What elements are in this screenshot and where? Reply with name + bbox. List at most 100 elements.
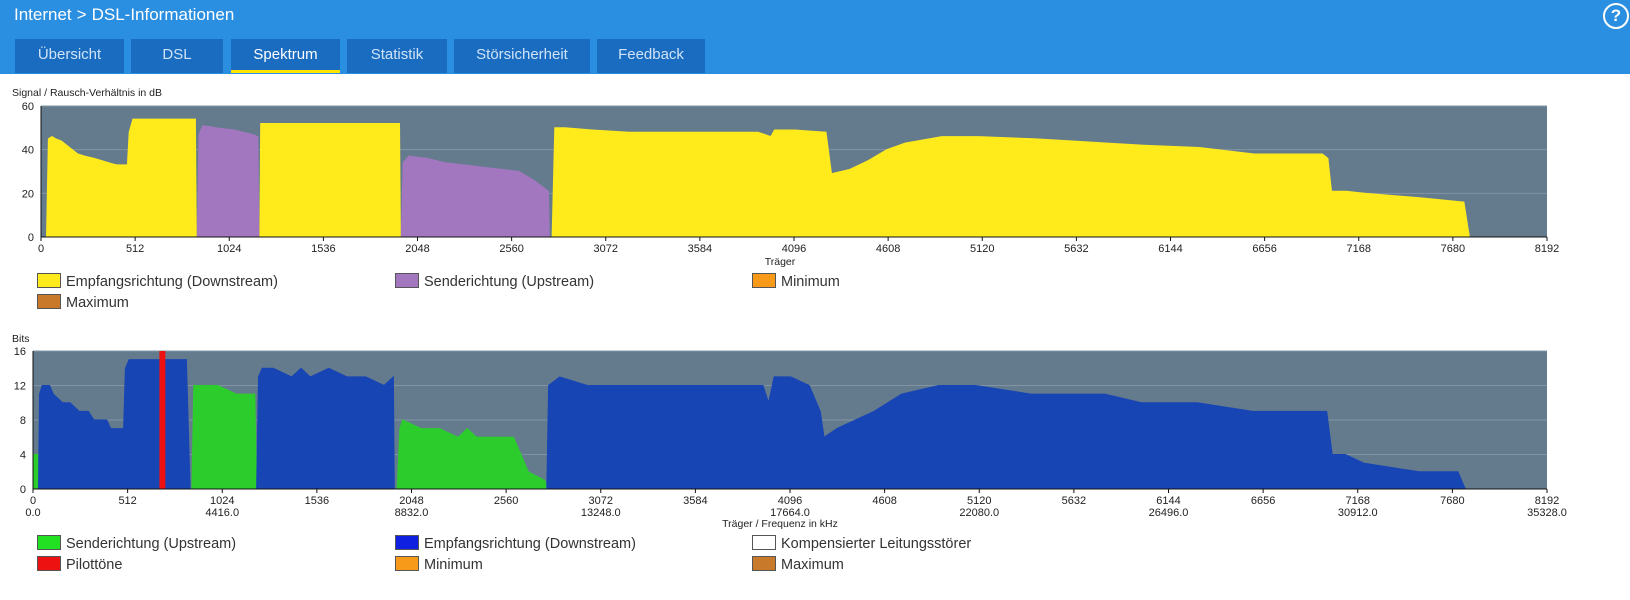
legend2-compensated: Kompensierter Leitungsstörer	[752, 535, 971, 552]
bits-area-downstream	[37, 359, 191, 490]
snr-area-downstream	[551, 127, 1470, 238]
legend2-minimum: Minimum	[395, 556, 483, 573]
bits-ytick-label: 0	[20, 484, 26, 496]
bits-chart-ylabel: Bits	[12, 333, 30, 345]
bits-freq-tick-label: 35328.0	[1527, 507, 1567, 519]
legend1-upstream: Senderichtung (Upstream)	[395, 273, 594, 290]
legend-label: Empfangsrichtung (Downstream)	[66, 274, 278, 290]
bits-area-upstream	[396, 419, 548, 490]
bits-xtick-label: 2560	[494, 495, 518, 507]
legend-label: Pilottöne	[66, 557, 123, 573]
bits-xtick-label: 4608	[872, 495, 896, 507]
snr-xtick-label: 4608	[876, 243, 900, 255]
snr-xtick-label: 7680	[1441, 243, 1465, 255]
bits-chart-xlabel: Träger / Frequenz in kHz	[722, 518, 838, 530]
tab-feedback[interactable]: Feedback	[597, 39, 705, 73]
bits-xtick-label: 6144	[1156, 495, 1180, 507]
bits-area-upstream	[32, 454, 40, 490]
legend2-pilot: Pilottöne	[37, 556, 122, 573]
legend-label: Senderichtung (Upstream)	[66, 536, 237, 552]
bits-freq-tick-label: 0.0	[25, 507, 40, 519]
snr-area-downstream	[45, 118, 401, 238]
snr-ytick-label: 60	[22, 101, 34, 113]
bits-freq-tick-label: 30912.0	[1338, 507, 1378, 519]
bits-xtick-label: 1024	[210, 495, 234, 507]
legend-label: Senderichtung (Upstream)	[424, 274, 595, 290]
snr-area-upstream	[400, 155, 550, 238]
legend-swatch	[37, 294, 61, 309]
bits-xtick-label: 3072	[589, 495, 613, 507]
snr-xtick-label: 512	[126, 243, 144, 255]
snr-ytick-label: 20	[22, 188, 34, 200]
bits-area-upstream	[191, 385, 258, 490]
legend2-upstream: Senderichtung (Upstream)	[37, 535, 236, 552]
legend-label: Maximum	[781, 557, 844, 573]
bits-area-downstream	[546, 376, 1467, 490]
legend-label: Empfangsrichtung (Downstream)	[424, 536, 636, 552]
bits-xtick-label: 3584	[683, 495, 707, 507]
snr-xtick-label: 8192	[1535, 243, 1559, 255]
legend1-maximum: Maximum	[37, 294, 129, 311]
bits-xtick-label: 7168	[1346, 495, 1370, 507]
tab-uebersicht[interactable]: Übersicht	[15, 39, 124, 73]
legend2-maximum: Maximum	[752, 556, 844, 573]
snr-xtick-label: 2560	[499, 243, 523, 255]
legend-swatch	[395, 535, 419, 550]
bits-xtick-label: 4096	[778, 495, 802, 507]
legend-swatch	[37, 535, 61, 550]
snr-xtick-label: 1024	[217, 243, 241, 255]
bits-xtick-label: 512	[118, 495, 136, 507]
snr-xtick-label: 3584	[688, 243, 712, 255]
legend-swatch	[395, 273, 419, 288]
snr-xtick-label: 3072	[594, 243, 618, 255]
bits-area-downstream	[256, 367, 395, 490]
bits-xtick-label: 5632	[1062, 495, 1086, 507]
legend-swatch	[752, 535, 776, 550]
snr-xtick-label: 6656	[1252, 243, 1276, 255]
snr-xtick-label: 0	[38, 243, 44, 255]
tab-statistik[interactable]: Statistik	[347, 39, 447, 73]
legend2-downstream: Empfangsrichtung (Downstream)	[395, 535, 636, 552]
legend-label: Minimum	[781, 274, 840, 290]
tab-stoersicherheit[interactable]: Störsicherheit	[454, 39, 590, 73]
snr-xtick-label: 2048	[405, 243, 429, 255]
bits-ytick-label: 4	[20, 450, 26, 462]
bits-xtick-label: 8192	[1535, 495, 1559, 507]
legend-label: Kompensierter Leitungsstörer	[781, 536, 972, 552]
snr-ytick-label: 0	[28, 232, 34, 244]
breadcrumb-parent[interactable]: Internet	[14, 5, 72, 24]
legend1-minimum: Minimum	[752, 273, 840, 290]
tab-dsl[interactable]: DSL	[131, 39, 223, 73]
snr-chart-xlabel: Träger	[765, 256, 796, 268]
breadcrumb-separator-icon: >	[76, 5, 87, 24]
legend-swatch	[752, 273, 776, 288]
snr-area-upstream	[196, 125, 260, 238]
snr-xtick-label: 5120	[970, 243, 994, 255]
bits-freq-tick-label: 13248.0	[581, 507, 621, 519]
legend-swatch	[37, 556, 61, 571]
legend-swatch	[395, 556, 419, 571]
bits-freq-tick-label: 8832.0	[395, 507, 429, 519]
bits-freq-tick-label: 22080.0	[959, 507, 999, 519]
bits-freq-tick-label: 26496.0	[1149, 507, 1189, 519]
snr-chart-ylabel: Signal / Rausch-Verhältnis in dB	[12, 87, 162, 99]
bits-freq-tick-label: 17664.0	[770, 507, 810, 519]
legend-swatch	[752, 556, 776, 571]
help-icon[interactable]: ?	[1603, 3, 1629, 29]
tab-spektrum[interactable]: Spektrum	[231, 39, 340, 73]
snr-xtick-label: 6144	[1158, 243, 1182, 255]
bits-xtick-label: 0	[30, 495, 36, 507]
bits-xtick-label: 1536	[305, 495, 329, 507]
bits-freq-tick-label: 4416.0	[205, 507, 239, 519]
bits-xtick-label: 7680	[1440, 495, 1464, 507]
bits-ytick-label: 16	[14, 346, 26, 358]
snr-xtick-label: 7168	[1347, 243, 1371, 255]
bits-ytick-label: 12	[14, 381, 26, 393]
snr-xtick-label: 4096	[782, 243, 806, 255]
breadcrumb: Internet > DSL-Informationen	[14, 5, 234, 25]
snr-xtick-label: 1536	[311, 243, 335, 255]
header-bar: Internet > DSL-Informationen ? Übersicht D…	[0, 0, 1630, 74]
legend-label: Maximum	[66, 295, 129, 311]
bits-xtick-label: 5120	[967, 495, 991, 507]
